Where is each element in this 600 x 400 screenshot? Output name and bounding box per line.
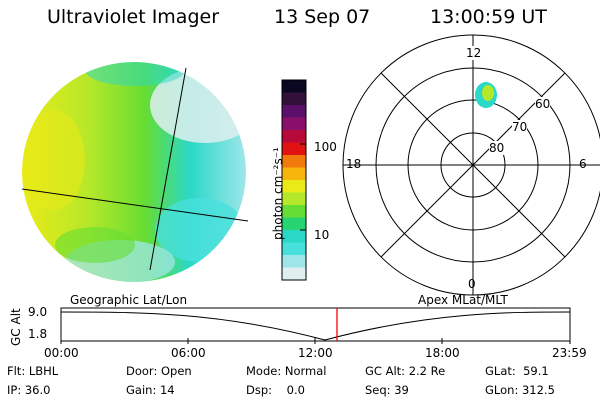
x-tick-2359: 23:59 [552, 346, 587, 360]
status-gain: Gain: 14 [126, 383, 175, 397]
status-glat: GLat: 59.1 [485, 364, 549, 378]
x-tick-0000: 00:00 [44, 346, 79, 360]
mlat-label-70: 70 [512, 120, 528, 134]
status-mode: Mode: Normal [246, 364, 327, 378]
apex-label: Apex MLat/MLT [418, 293, 508, 307]
status-filter: Flt: LBHL [7, 364, 59, 378]
mlt-label-0: 0 [468, 277, 476, 291]
colorbar-segment [282, 105, 306, 118]
longitude-line [149, 67, 187, 271]
x-tick-1800: 18:00 [425, 346, 460, 360]
image-date: 13 Sep 07 [274, 6, 371, 28]
colorbar-segment [282, 117, 306, 131]
status-seq: Seq: 39 [365, 383, 409, 397]
status-ip: IP: 36.0 [7, 383, 51, 397]
geographic-label: Geographic Lat/Lon [70, 293, 188, 307]
colorbar [281, 79, 307, 281]
colorbar-segment [282, 192, 306, 206]
colorbar-tick-100: 100 [314, 140, 337, 154]
mlt-label-6: 6 [579, 157, 587, 171]
mlt-label-18: 18 [346, 157, 362, 171]
colorbar-segment [282, 242, 306, 256]
status-dsp: Dsp: 0.0 [246, 383, 305, 397]
colorbar-tick-10: 10 [314, 228, 330, 242]
colorbar-segment [282, 217, 306, 231]
colorbar-segment [282, 230, 306, 243]
colorbar-segment [282, 167, 306, 181]
status-gc-alt: GC Alt: 2.2 Re [365, 364, 446, 378]
y-tick-9: 9.0 [28, 305, 48, 319]
colorbar-segment [282, 205, 306, 218]
x-tick-1200: 12:00 [298, 346, 333, 360]
colorbar-segment [282, 142, 306, 156]
colorbar-segment [282, 255, 306, 268]
instrument-title: Ultraviolet Imager [47, 6, 220, 28]
status-door: Door: Open [126, 364, 192, 378]
mlat-label-60: 60 [535, 97, 551, 111]
colorbar-segment [282, 92, 306, 106]
image-time: 13:00:59 UT [430, 6, 547, 28]
colorbar-segment [282, 130, 306, 143]
latitude-line [21, 188, 249, 222]
mlt-label-12: 12 [466, 46, 482, 60]
colorbar-segment [282, 267, 306, 281]
mlat-label-80: 80 [489, 141, 505, 155]
colorbar-segment [282, 180, 306, 193]
colorbar-segment [282, 155, 306, 168]
y-tick-1-8: 1.8 [28, 327, 48, 341]
x-tick-0600: 06:00 [171, 346, 206, 360]
colorbar-segment [282, 80, 306, 93]
altitude-curve [60, 311, 571, 341]
status-glon: GLon: 312.5 [485, 383, 555, 397]
